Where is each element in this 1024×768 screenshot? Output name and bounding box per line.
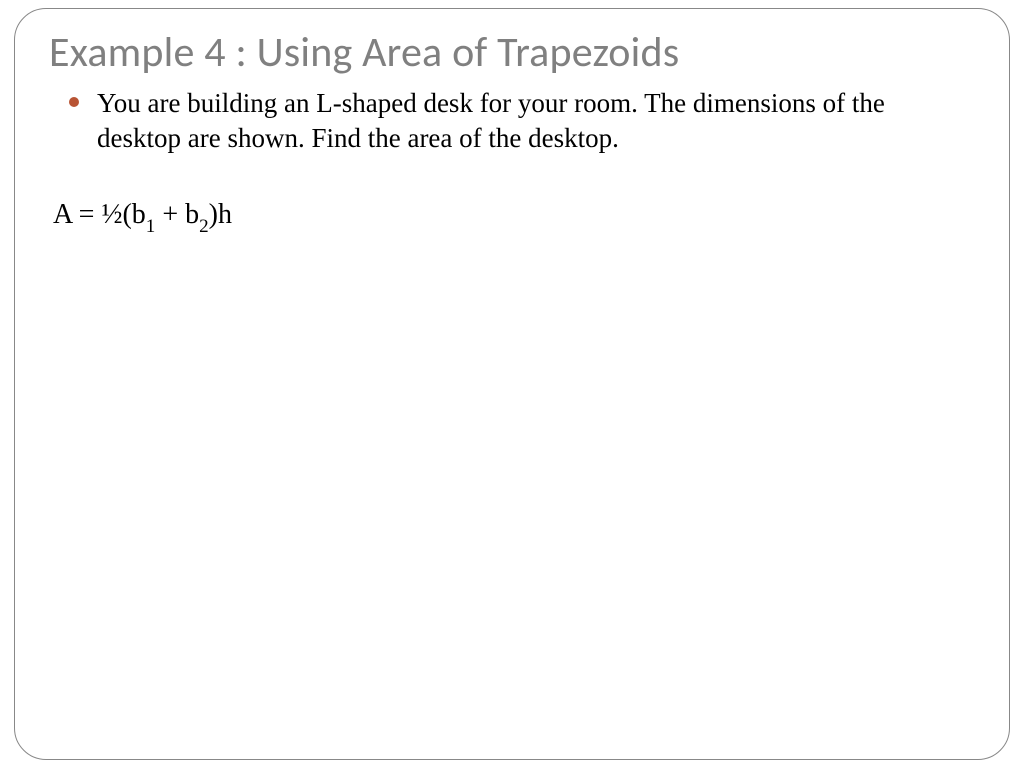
slide-body-text: You are building an L-shaped desk for yo… (97, 86, 975, 155)
bullet-block: You are building an L-shaped desk for yo… (49, 86, 975, 155)
formula-prefix: A = ½(b (53, 199, 146, 230)
bullet-icon (69, 97, 79, 107)
slide-frame: Example 4 : Using Area of Trapezoids You… (14, 8, 1010, 760)
slide-title: Example 4 : Using Area of Trapezoids (49, 27, 975, 78)
formula-suffix: )h (209, 199, 232, 230)
formula-text: A = ½(b1 + b2)h (49, 199, 975, 236)
formula-mid: + b (155, 199, 199, 230)
formula-sub1: 1 (146, 216, 156, 237)
formula-sub2: 2 (199, 216, 209, 237)
